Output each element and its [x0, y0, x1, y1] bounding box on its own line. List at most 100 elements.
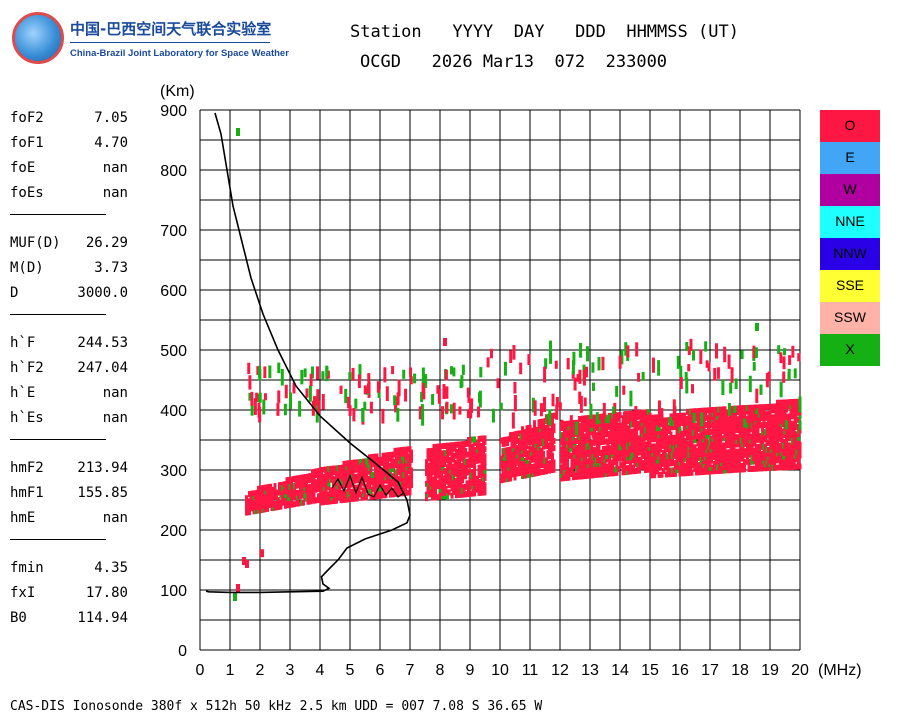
echo-o-mark	[756, 451, 760, 458]
echo-o-mark	[777, 435, 781, 442]
echo-x-mark	[396, 407, 400, 422]
echo-x-mark	[753, 418, 757, 425]
echo-x-mark	[723, 467, 727, 474]
echo-o-mark	[540, 418, 544, 425]
echo-x-mark	[748, 375, 752, 393]
echo-o-mark	[429, 458, 433, 465]
echo-x-mark	[284, 491, 287, 498]
echo-o-mark	[591, 472, 595, 479]
echo-o-mark	[566, 464, 569, 470]
echo-o-mark	[774, 435, 778, 442]
echo-o-mark	[327, 491, 331, 498]
echo-o-mark	[608, 456, 611, 463]
echo-x-mark	[525, 457, 529, 464]
param-row: h`E nan	[10, 383, 130, 408]
echo-o-mark	[357, 487, 361, 494]
echo-o-mark	[466, 387, 470, 398]
echo-o-mark	[428, 487, 431, 494]
echo-o-mark	[552, 437, 556, 444]
echo-o-mark	[486, 357, 490, 368]
echo-o-mark	[782, 417, 785, 424]
echo-o-mark	[582, 369, 586, 386]
echo-x-mark	[657, 425, 661, 432]
echo-x-mark	[793, 368, 797, 379]
echo-o-mark	[579, 395, 583, 413]
echo-x-mark	[629, 390, 633, 407]
echo-o-mark	[429, 465, 433, 472]
echo-o-mark	[629, 468, 632, 475]
param-value: nan	[102, 510, 128, 526]
echo-o-mark	[581, 430, 584, 437]
echo-o-mark	[602, 417, 605, 424]
echo-o-mark	[533, 452, 536, 459]
echo-o-mark	[743, 466, 746, 473]
echo-o-mark	[584, 426, 587, 433]
param-key: foE	[10, 160, 36, 176]
echo-o-mark	[566, 456, 569, 463]
echo-o-mark	[795, 398, 799, 405]
echo-o-mark	[398, 468, 401, 475]
echo-x-mark	[369, 490, 373, 497]
echo-o-mark	[755, 411, 758, 418]
echo-o-mark	[543, 461, 547, 468]
header-values: OCGD 2026 Mar13 072 233000	[360, 52, 668, 72]
echo-o-mark	[710, 443, 713, 450]
echo-o-mark	[567, 449, 571, 456]
echo-o-mark	[665, 428, 668, 435]
echo-o-mark	[636, 435, 640, 442]
echo-x-mark	[560, 471, 563, 478]
echo-o-mark	[440, 472, 443, 479]
echo-o-mark	[352, 407, 356, 422]
echo-o-mark	[717, 424, 721, 431]
y-tick-label: 900	[160, 103, 187, 120]
echo-o-mark	[759, 451, 763, 458]
echo-o-mark	[483, 460, 487, 467]
echo-o-mark	[465, 451, 469, 458]
echo-o-mark	[785, 456, 788, 463]
echo-o-mark	[773, 457, 776, 464]
echo-o-mark	[573, 377, 577, 391]
legend-item-ssw: SSW	[820, 302, 880, 334]
echo-o-mark	[339, 493, 343, 500]
echo-o-mark	[738, 426, 742, 433]
echo-o-mark	[476, 457, 479, 464]
echo-x-mark	[700, 412, 704, 427]
echo-o-mark	[308, 494, 311, 501]
echo-o-mark	[782, 371, 786, 383]
echo-o-mark	[722, 442, 725, 449]
echo-o-mark	[281, 499, 284, 506]
echo-o-mark	[456, 488, 460, 495]
echo-o-mark	[410, 467, 413, 474]
echo-o-mark	[575, 448, 578, 455]
echo-o-mark	[716, 410, 719, 417]
echo-o-mark	[758, 454, 761, 461]
echo-o-mark	[672, 460, 676, 467]
echo-o-mark	[629, 457, 632, 464]
echo-o-mark	[507, 454, 511, 461]
echo-o-mark	[404, 486, 407, 493]
echo-o-mark	[749, 408, 752, 415]
echo-o-mark	[624, 411, 628, 424]
echo-o-mark	[389, 484, 392, 491]
echo-o-mark	[579, 459, 583, 466]
echo-x-mark	[280, 368, 284, 386]
echo-o-mark	[668, 428, 671, 434]
echo-o-mark	[402, 475, 406, 482]
echo-o-mark	[780, 400, 784, 418]
echo-o-mark	[681, 466, 685, 473]
echo-o-mark	[731, 449, 734, 455]
echo-o-mark	[610, 420, 614, 437]
echo-o-mark	[789, 420, 793, 427]
echo-o-mark	[397, 379, 401, 397]
echo-o-mark	[512, 471, 515, 478]
echo-x-mark	[344, 388, 348, 404]
echo-o-mark	[728, 463, 731, 470]
echo-o-mark	[405, 489, 409, 496]
echo-x-mark	[710, 418, 713, 424]
echo-o-mark	[593, 414, 596, 421]
echo-o-mark	[530, 464, 533, 470]
echo-x-mark	[443, 493, 446, 500]
echo-x-mark	[668, 416, 672, 426]
echo-o-mark	[702, 414, 706, 421]
